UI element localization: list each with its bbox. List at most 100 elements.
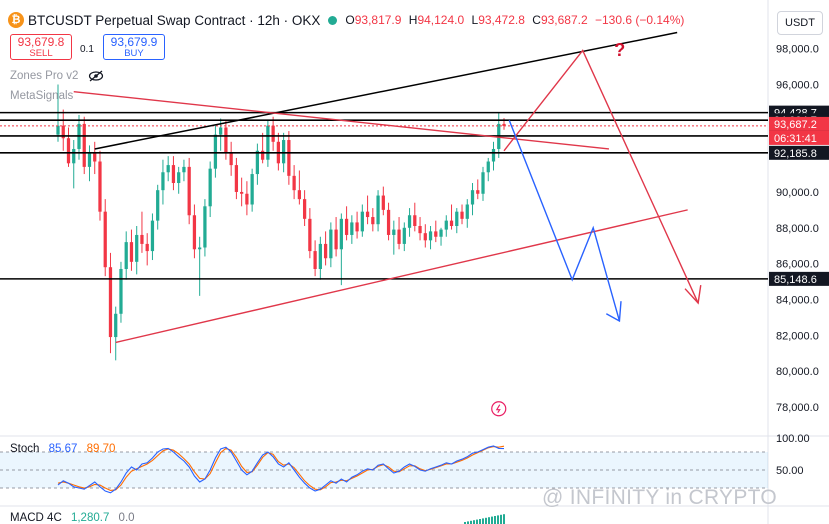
candle [261, 132, 265, 164]
candle-body [266, 125, 270, 160]
candle [439, 227, 443, 246]
candle [344, 206, 349, 241]
macd-histogram-bar [491, 516, 493, 524]
candle [355, 211, 359, 239]
symbol-title[interactable]: BTCUSDT Perpetual Swap Contract · 12h · … [28, 12, 321, 28]
current-price-label-bg [769, 116, 829, 131]
candle [166, 156, 170, 182]
blue-arrowhead [605, 301, 622, 323]
candle [187, 157, 191, 225]
candle [407, 208, 412, 237]
candle [124, 231, 128, 280]
stoch-d-value: 89.70 [86, 443, 116, 455]
candle-body [460, 211, 464, 219]
macd-histogram-bar [485, 517, 487, 524]
candle [208, 161, 212, 218]
sell-button[interactable]: 93,679.8 SELL [10, 34, 72, 60]
candle-body [344, 218, 349, 235]
trendline-drawings[interactable]: ? [0, 31, 768, 417]
indicator-zones[interactable]: Zones Pro v2 [10, 70, 104, 82]
price-axis[interactable]: 98,000.0 96,000.0 90,000.0 88,000.0 86,000.0… [769, 44, 829, 477]
candle [465, 199, 469, 228]
candle-body [486, 161, 490, 173]
candle [334, 217, 338, 257]
currency-button[interactable]: USDT [777, 11, 823, 35]
candle-body [376, 195, 380, 225]
candle-body [365, 211, 370, 218]
buy-button[interactable]: 93,679.9 BUY [103, 34, 165, 60]
candle [276, 132, 281, 171]
candle-body [397, 229, 401, 244]
candle-body [229, 152, 233, 166]
candle-body [329, 229, 333, 259]
price-tick-label: 86,000.0 [776, 259, 819, 271]
candle [313, 240, 317, 277]
candle-body [240, 191, 244, 194]
symbol-legend: ₿ BTCUSDT Perpetual Swap Contract · 12h … [8, 12, 688, 28]
stoch-pane [0, 445, 768, 494]
macd-histogram-bar [473, 520, 475, 524]
candle [318, 236, 322, 280]
candle-body [245, 193, 249, 205]
candle [198, 236, 202, 296]
candle [245, 181, 249, 216]
candle-body [434, 231, 438, 237]
bitcoin-icon: ₿ [8, 12, 24, 28]
candle-body [103, 211, 107, 268]
candle-body [124, 242, 128, 269]
candle [72, 140, 76, 189]
high-value: 94,124.0 [417, 13, 465, 27]
candle [365, 195, 370, 225]
macd-histogram-bar [470, 520, 472, 524]
hidden-eye-icon[interactable] [88, 70, 104, 82]
watermark-text: @ INFINITY in CRYPTO [542, 486, 778, 509]
candle [481, 166, 485, 201]
candle-body [56, 125, 60, 135]
candle-body [302, 199, 307, 219]
candle [266, 120, 270, 167]
sell-price: 93,679.8 [17, 35, 65, 49]
sell-label: SELL [29, 48, 53, 59]
macd-histogram-bar [467, 521, 469, 524]
candle-body [413, 215, 417, 226]
candle-body [318, 243, 322, 269]
candle-body [129, 242, 134, 262]
open-value: 93,817.9 [354, 13, 402, 27]
ohlc-values: O93,817.9 H94,124.0 L93,472.8 C93,687.2 … [345, 13, 685, 27]
macd-histogram-bar [497, 515, 499, 524]
candle-body [150, 220, 155, 252]
candle-body [292, 175, 296, 191]
stoch-k-line [57, 445, 505, 494]
candle-body [287, 140, 291, 176]
candle-body [355, 222, 359, 232]
candle-body [470, 190, 475, 205]
candle-body [161, 172, 165, 191]
candle-body [98, 161, 102, 212]
candle [455, 208, 459, 234]
candle-body [313, 251, 317, 269]
candle-body [481, 172, 485, 194]
candle-body [360, 211, 364, 232]
candle-body [192, 215, 197, 250]
candle [428, 226, 433, 250]
candle [444, 215, 448, 237]
price-tick-label: 88,000.0 [776, 223, 819, 235]
candle-body [339, 218, 343, 250]
price-tick-label: 78,000.0 [776, 402, 819, 414]
candle-body [213, 134, 218, 169]
candle [302, 190, 307, 226]
candle [297, 170, 301, 205]
indicator-metasignals[interactable]: MetaSignals [10, 90, 74, 102]
candle [203, 199, 207, 257]
candle [140, 211, 144, 253]
macd-histogram-bar [494, 516, 496, 524]
candle [255, 143, 260, 185]
macd-histogram-bar [503, 514, 505, 524]
candle-body [82, 123, 86, 167]
candle-body [261, 150, 265, 160]
candle [376, 190, 380, 232]
close-value: 93,687.2 [540, 13, 588, 27]
candle-body [423, 233, 427, 241]
candle-body [449, 220, 454, 226]
